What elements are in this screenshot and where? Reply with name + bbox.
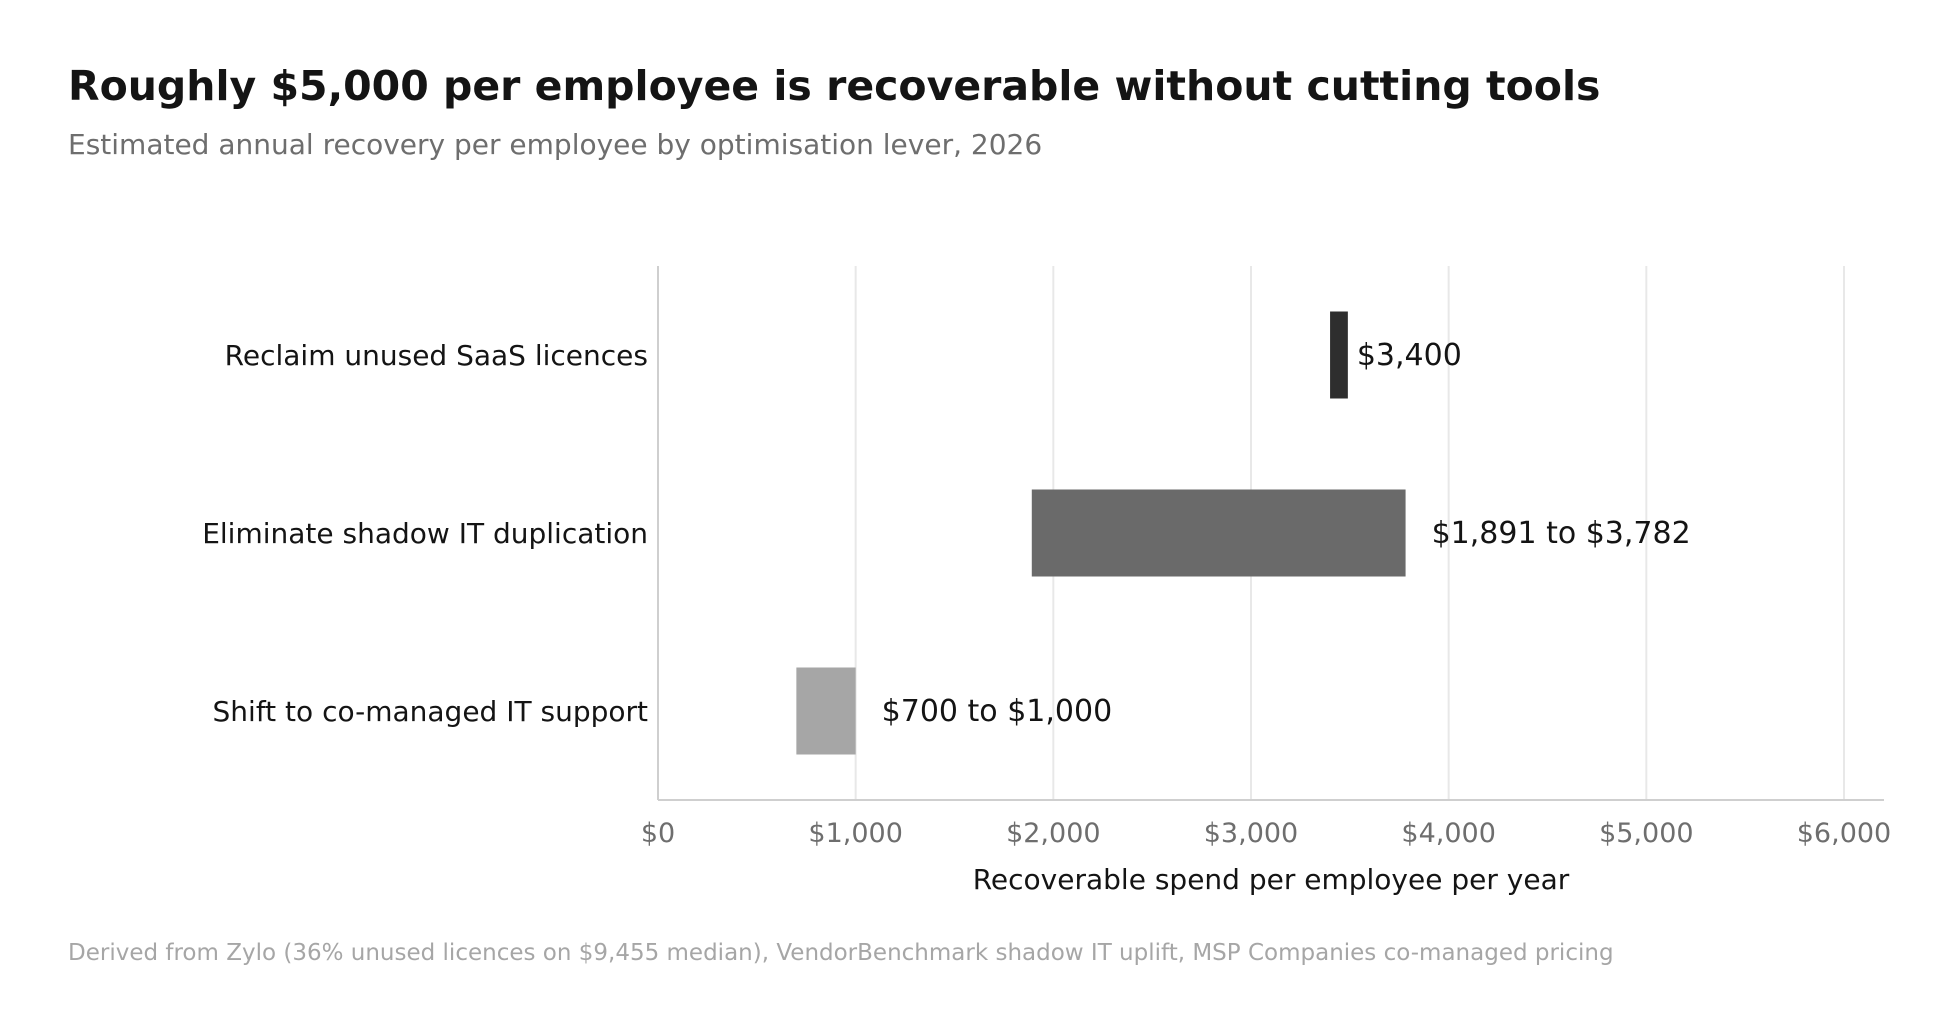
- range-bar: [796, 667, 856, 755]
- x-axis-title: Recoverable spend per employee per year: [973, 863, 1570, 896]
- category-label: Shift to co-managed IT support: [213, 695, 648, 728]
- x-tick-label: $6,000: [1797, 818, 1891, 849]
- x-tick-label: $3,000: [1204, 818, 1298, 849]
- range-bar: [1330, 311, 1348, 399]
- x-tick-label: $5,000: [1599, 818, 1693, 849]
- axes: $0 $1,000 $2,000 $3,000 $4,000 $5,000 $6,000: [641, 266, 1891, 849]
- data-label: $3,400: [1357, 338, 1462, 373]
- source-note: Derived from Zylo (36% unused licences o…: [68, 940, 1614, 966]
- labels: Reclaim unused SaaS licences $3,400 Elimin…: [202, 338, 1691, 729]
- range-bar: [1031, 489, 1406, 577]
- data-label: $700 to $1,000: [882, 694, 1113, 729]
- x-tick-label: $0: [641, 818, 675, 849]
- x-tick-label: $2,000: [1006, 818, 1100, 849]
- x-tick-label: $4,000: [1401, 818, 1495, 849]
- bars: [796, 311, 1406, 755]
- chart-subtitle: Estimated annual recovery per employee b…: [68, 128, 1043, 161]
- category-label: Eliminate shadow IT duplication: [202, 517, 648, 550]
- bar-chart: $0 $1,000 $2,000 $3,000 $4,000 $5,000 $6,000 R…: [202, 266, 1891, 896]
- chart-title: Roughly $5,000 per employee is recoverab…: [68, 62, 1601, 110]
- data-label: $1,891 to $3,782: [1432, 516, 1691, 551]
- x-tick-label: $1,000: [808, 818, 902, 849]
- category-label: Reclaim unused SaaS licences: [225, 339, 648, 372]
